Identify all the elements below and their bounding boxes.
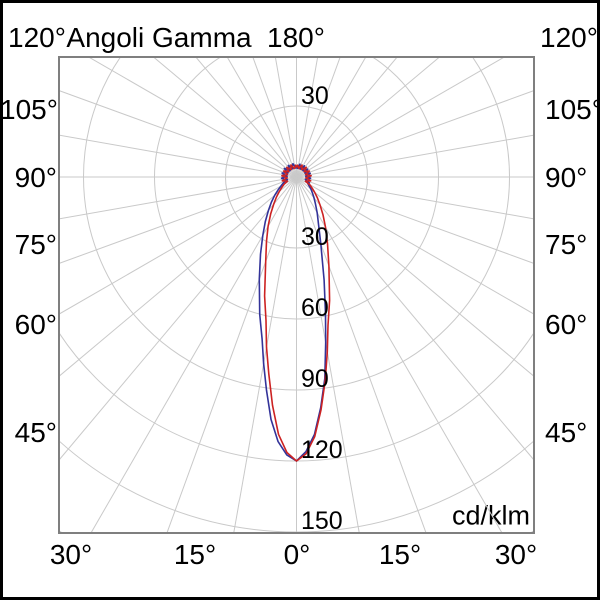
ring-label-90: 90: [301, 365, 329, 393]
gamma-label-bottom-30r: 30°: [494, 539, 538, 570]
ring-label-top-30: 30: [301, 82, 329, 110]
gamma-label-left-90: 90°: [14, 162, 57, 193]
grid-ring-150: [59, 440, 534, 533]
gamma-label-bottom-15r: 15°: [378, 539, 422, 570]
gamma-label-right-90: 90°: [545, 162, 588, 193]
gamma-label-180: 180°: [267, 22, 325, 53]
gamma-label-right-105: 105°: [545, 94, 600, 125]
gamma-label-left-75: 75°: [14, 229, 57, 260]
grid-ray-70: [59, 90, 534, 264]
grid-ray-120: [59, 57, 506, 315]
ring-label-30: 30: [301, 223, 329, 251]
gamma-label-bottom-30l: 30°: [49, 539, 93, 570]
gamma-label-top-left-120: 120°: [8, 22, 66, 53]
ring-labels: 30 60 90 120 150 30: [301, 82, 343, 535]
gamma-label-right-45: 45°: [545, 417, 588, 448]
curves: [258, 162, 331, 462]
curve-red: [263, 164, 331, 462]
ring-label-120: 120: [301, 436, 343, 464]
grid-ray-60: [87, 57, 534, 315]
grid-ray-110: [59, 90, 534, 264]
gamma-label-right-75: 75°: [545, 229, 588, 260]
gamma-label-left-105: 105°: [0, 94, 58, 125]
gamma-label-right-60: 60°: [545, 309, 588, 340]
grid-ray-170: [233, 57, 319, 533]
ring-label-150: 150: [301, 507, 343, 535]
gamma-label-left-60: 60°: [14, 309, 57, 340]
gamma-label-bottom-0: 0°: [283, 539, 311, 570]
chart-title: Angoli Gamma: [66, 22, 252, 53]
gamma-label-bottom-15l: 15°: [173, 539, 217, 570]
ring-label-60: 60: [301, 294, 329, 322]
plot-border: [58, 56, 535, 534]
gamma-label-top-right-120: 120°: [540, 22, 598, 53]
unit-label: cd/klm: [451, 500, 530, 531]
gamma-label-left-45: 45°: [14, 417, 57, 448]
